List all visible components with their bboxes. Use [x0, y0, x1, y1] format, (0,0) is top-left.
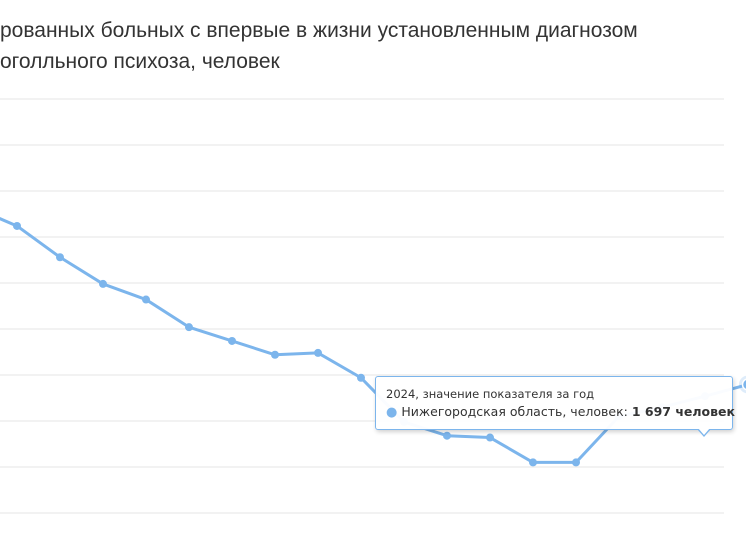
- data-point[interactable]: [314, 348, 322, 357]
- data-point[interactable]: [185, 323, 193, 332]
- tooltip-series-label: Нижегородская область, человек:: [401, 404, 628, 419]
- tooltip-arrow-fill: [698, 428, 710, 435]
- data-point[interactable]: [99, 279, 107, 288]
- data-point[interactable]: [572, 458, 580, 467]
- tooltip-value: 1 697 человек: [631, 404, 735, 419]
- highlighted-data-point[interactable]: [741, 378, 746, 391]
- tooltip-row: ● Нижегородская область, человек: 1 697 ч…: [386, 404, 735, 420]
- chart-title: рованных больных с впервые в жизни устан…: [0, 15, 740, 77]
- data-point[interactable]: [228, 336, 236, 345]
- data-point[interactable]: [357, 373, 365, 382]
- data-tooltip: 2024, значение показателя за год ● Нижего…: [375, 376, 735, 430]
- data-point[interactable]: [142, 295, 150, 304]
- data-point[interactable]: [271, 350, 279, 359]
- data-point[interactable]: [486, 433, 494, 442]
- chart-title-line-1: рованных больных с впервые в жизни устан…: [0, 19, 638, 42]
- data-point[interactable]: [56, 253, 64, 262]
- tooltip-header: 2024, значение показателя за год: [386, 387, 595, 401]
- data-point[interactable]: [443, 431, 451, 440]
- data-point[interactable]: [529, 458, 537, 467]
- series-dot-icon: ●: [386, 405, 398, 420]
- chart-title-line-2: оголльного психоза, человек: [0, 50, 280, 73]
- data-point[interactable]: [13, 221, 21, 230]
